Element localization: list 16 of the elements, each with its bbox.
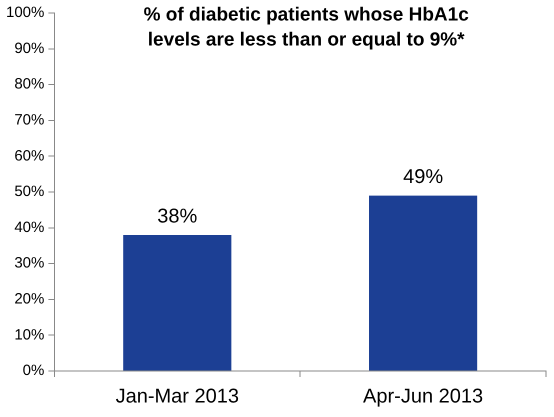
chart-title: % of diabetic patients whose HbA1c levels are less than or equal to 9%* bbox=[144, 4, 470, 51]
y-tick-label: 100% bbox=[6, 4, 44, 22]
y-tick-label: 80% bbox=[14, 76, 44, 93]
x-tick-label: Jan-Mar 2013 bbox=[116, 386, 239, 408]
y-tick-label: 60% bbox=[14, 147, 44, 164]
x-tick-label: Apr-Jun 2013 bbox=[363, 386, 484, 408]
y-tick-label: 10% bbox=[14, 326, 44, 344]
data-label: 49% bbox=[403, 166, 444, 188]
y-tick-label: 40% bbox=[14, 218, 44, 236]
y-tick-label: 90% bbox=[14, 40, 44, 57]
y-tick-label: 70% bbox=[14, 112, 44, 129]
y-tick-label: 0% bbox=[22, 362, 44, 380]
y-tick-label: 30% bbox=[14, 254, 44, 272]
data-label: 38% bbox=[157, 205, 198, 228]
y-tick-label: 20% bbox=[14, 290, 44, 308]
y-tick-label: 50% bbox=[14, 183, 44, 200]
